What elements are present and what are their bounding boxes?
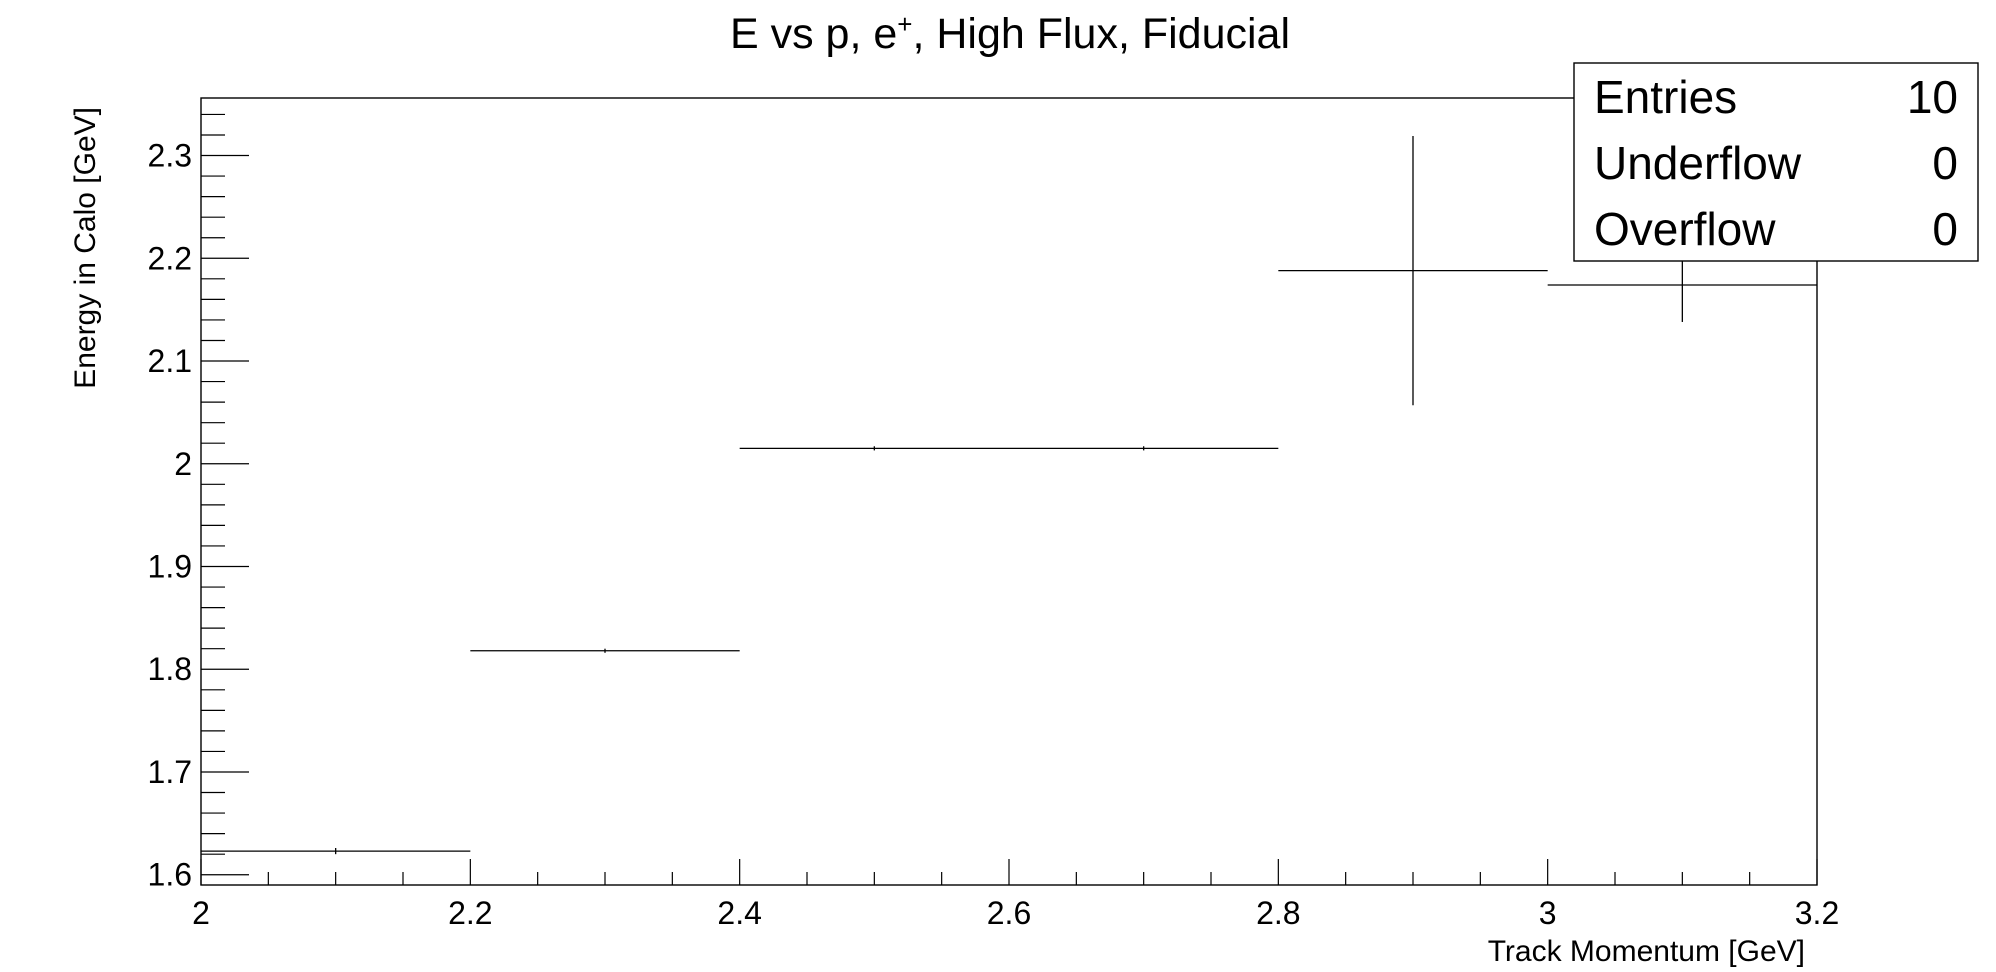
x-tick-label: 2.2 — [448, 895, 492, 931]
x-axis-ticks: 2 2.2 2.4 2.6 2.8 3 3.2 — [192, 859, 1839, 931]
data-points — [201, 136, 1817, 855]
y-tick-label: 2.1 — [148, 343, 192, 379]
x-tick-label: 2.4 — [717, 895, 761, 931]
y-axis-ticks: 1.6 1.7 1.8 1.9 2 2.1 2.2 2.3 — [148, 113, 249, 893]
stats-label-underflow: Underflow — [1594, 137, 1802, 189]
stats-box-frame — [1573, 62, 1979, 262]
y-tick-label: 2 — [174, 446, 192, 482]
x-tick-label: 2.8 — [1256, 895, 1300, 931]
y-tick-label: 2.2 — [148, 240, 192, 276]
y-tick-label: 2.3 — [148, 138, 192, 174]
x-axis-label: Track Momentum [GeV] — [1488, 935, 1805, 968]
y-tick-label: 1.7 — [148, 754, 192, 790]
data-point — [1009, 446, 1279, 451]
stats-value-overflow: 0 — [1932, 203, 1958, 255]
data-point — [201, 848, 471, 855]
data-point — [470, 648, 740, 653]
x-tick-label: 3.2 — [1795, 895, 1839, 931]
stats-label-overflow: Overflow — [1594, 203, 1776, 255]
stats-label-entries: Entries — [1594, 71, 1737, 123]
x-tick-label: 2 — [192, 895, 210, 931]
stats-value-entries: 10 — [1907, 71, 1958, 123]
y-tick-label: 1.9 — [148, 549, 192, 585]
y-tick-label: 1.6 — [148, 857, 192, 893]
y-tick-label: 1.8 — [148, 651, 192, 687]
stats-box: Entries 10 Underflow 0 Overflow 0 — [1573, 62, 1979, 262]
data-point — [1278, 136, 1548, 406]
data-point — [739, 446, 1009, 451]
stats-value-underflow: 0 — [1932, 137, 1958, 189]
x-tick-label: 2.6 — [987, 895, 1031, 931]
y-axis-label: Energy in Calo [GeV] — [69, 107, 102, 389]
x-tick-label: 3 — [1539, 895, 1557, 931]
chart-title: E vs p, e+, High Flux, Fiducial — [730, 9, 1290, 58]
